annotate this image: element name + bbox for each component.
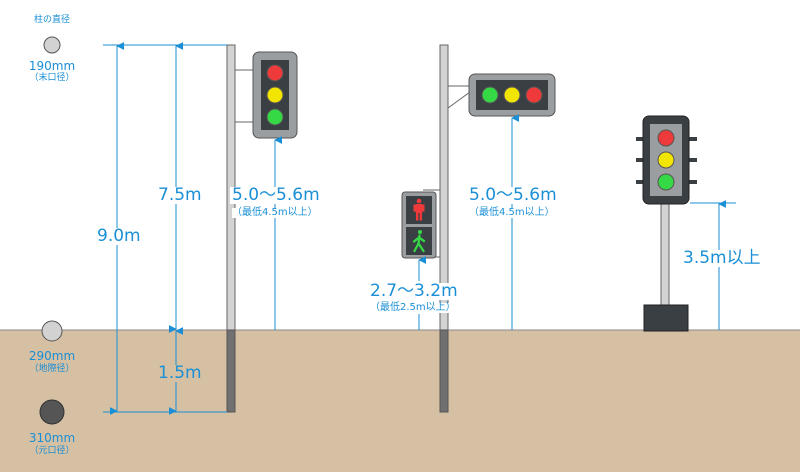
top-diameter-value: 190mm	[28, 59, 76, 73]
pole1-signal-head	[252, 51, 298, 139]
pole2-red-lamp	[525, 86, 543, 104]
pole3-post	[660, 200, 670, 308]
pole1-signal-height-note: （最低4.5m以上）	[232, 207, 318, 218]
pole3-red-lamp	[657, 129, 675, 147]
pole2-signal-height-label: 5.0～5.6m	[467, 185, 559, 205]
ground	[0, 330, 800, 472]
pole3-signal-head	[636, 115, 697, 205]
total-height-label: 9.0m	[95, 226, 143, 246]
pole2-green-lamp	[481, 86, 499, 104]
pole2-bracket-lower	[447, 91, 471, 109]
base-diameter-note: （元口径）	[29, 446, 75, 456]
pole3-signal-height-label: 3.5m以上	[681, 248, 763, 268]
pole1-red-lamp	[266, 64, 284, 82]
ped-signal-height-note: （最低2.5m以上）	[370, 302, 456, 313]
pole1-buried	[226, 329, 236, 413]
ped-signal-height-label: 2.7～3.2m	[368, 281, 460, 301]
pole-ground-diameter-circle	[41, 320, 63, 342]
pole3-base	[643, 304, 689, 332]
pole1-yellow-lamp	[266, 86, 284, 104]
pole2-signal-head	[468, 73, 556, 117]
pole1-green-lamp	[266, 108, 284, 126]
pole1-signal-height-label: 5.0～5.6m	[230, 185, 322, 205]
pole-top-diameter-circle	[43, 36, 61, 54]
ped-walk-figure-icon	[412, 230, 426, 253]
top-diameter-note: （末口径）	[29, 73, 75, 83]
pole2-signal-height-note: （最低4.5m以上）	[469, 207, 555, 218]
base-diameter-value: 310mm	[28, 431, 76, 445]
pole-base-diameter-circle	[39, 399, 65, 425]
pole2-buried	[439, 329, 449, 413]
pole3-yellow-lamp	[657, 151, 675, 169]
diameter-title: 柱の直径	[33, 15, 71, 25]
upper-height-label: 7.5m	[156, 185, 204, 205]
buried-depth-label: 1.5m	[156, 363, 204, 383]
pole3-green-lamp	[657, 173, 675, 191]
ped-stop-figure-icon	[413, 198, 425, 221]
pedestrian-signal	[401, 191, 437, 259]
ground-diameter-note: （地際径）	[29, 364, 75, 374]
pole2-yellow-lamp	[503, 86, 521, 104]
ground-diameter-value: 290mm	[28, 349, 76, 363]
